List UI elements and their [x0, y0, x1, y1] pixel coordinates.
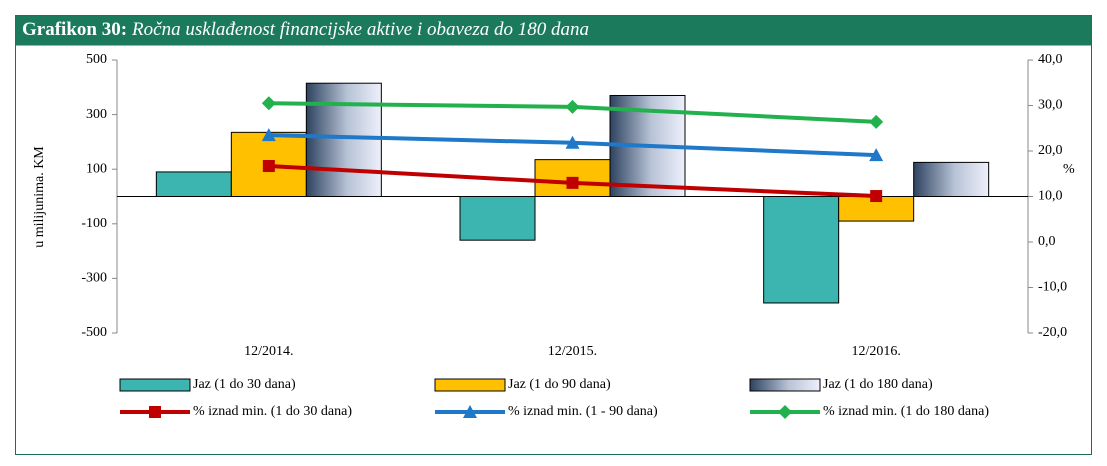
marker	[869, 148, 884, 162]
legend-label: % iznad min. (1 do 30 dana)	[193, 404, 352, 419]
legend-swatch	[434, 378, 506, 392]
y2-tick-label: -20,0	[1038, 325, 1067, 340]
y-tick-label: -300	[81, 271, 107, 286]
x-tick-label: 12/2015.	[548, 344, 597, 359]
header-text: Grafikon 30: Ročna usklađenost financijsk…	[22, 19, 589, 40]
legend-label: Jaz (1 do 30 dana)	[193, 377, 296, 392]
y2-tick-label: 10,0	[1038, 189, 1063, 204]
bar	[459, 196, 536, 241]
marker	[870, 190, 883, 203]
x-tick-label: 12/2016.	[851, 344, 900, 359]
marker	[565, 99, 580, 114]
marker	[149, 406, 161, 418]
legend-label: Jaz (1 do 180 dana)	[823, 377, 933, 392]
legend-label: % iznad min. (1 - 90 dana)	[508, 404, 658, 419]
frame	[15, 15, 1092, 455]
y2-tick-label: -10,0	[1038, 280, 1067, 295]
y2-label: %	[1063, 162, 1075, 177]
legend-label: % iznad min. (1 do 180 dana)	[823, 404, 989, 419]
title: Ročna usklađenost financijske aktive i o…	[131, 19, 589, 40]
y2-tick-label: 30,0	[1038, 98, 1063, 113]
bar	[913, 161, 990, 197]
marker	[261, 96, 276, 111]
marker	[262, 160, 275, 173]
x-tick-label: 12/2014.	[244, 344, 293, 359]
y-tick-label: -500	[81, 325, 107, 340]
bar	[763, 196, 840, 304]
y2-tick-label: 40,0	[1038, 52, 1063, 67]
legend-label: Jaz (1 do 90 dana)	[508, 377, 611, 392]
marker	[778, 405, 792, 419]
y2-tick-label: 0,0	[1038, 234, 1056, 249]
bar	[155, 171, 232, 197]
y-tick-label: -100	[81, 216, 107, 231]
y-tick-label: 100	[86, 161, 107, 176]
y-tick-label: 300	[86, 107, 107, 122]
title-label: Grafikon 30:	[22, 19, 127, 40]
header	[15, 15, 1092, 46]
y-tick-label: 500	[86, 52, 107, 67]
legend-swatch	[749, 378, 821, 392]
marker	[261, 128, 276, 142]
y-label: u milijunima. KM	[32, 146, 47, 248]
bar	[305, 82, 382, 197]
marker	[565, 135, 580, 149]
legend-swatch	[119, 378, 191, 392]
y2-tick-label: 20,0	[1038, 143, 1063, 158]
marker	[463, 405, 477, 418]
marker	[869, 114, 884, 129]
marker	[566, 176, 579, 189]
